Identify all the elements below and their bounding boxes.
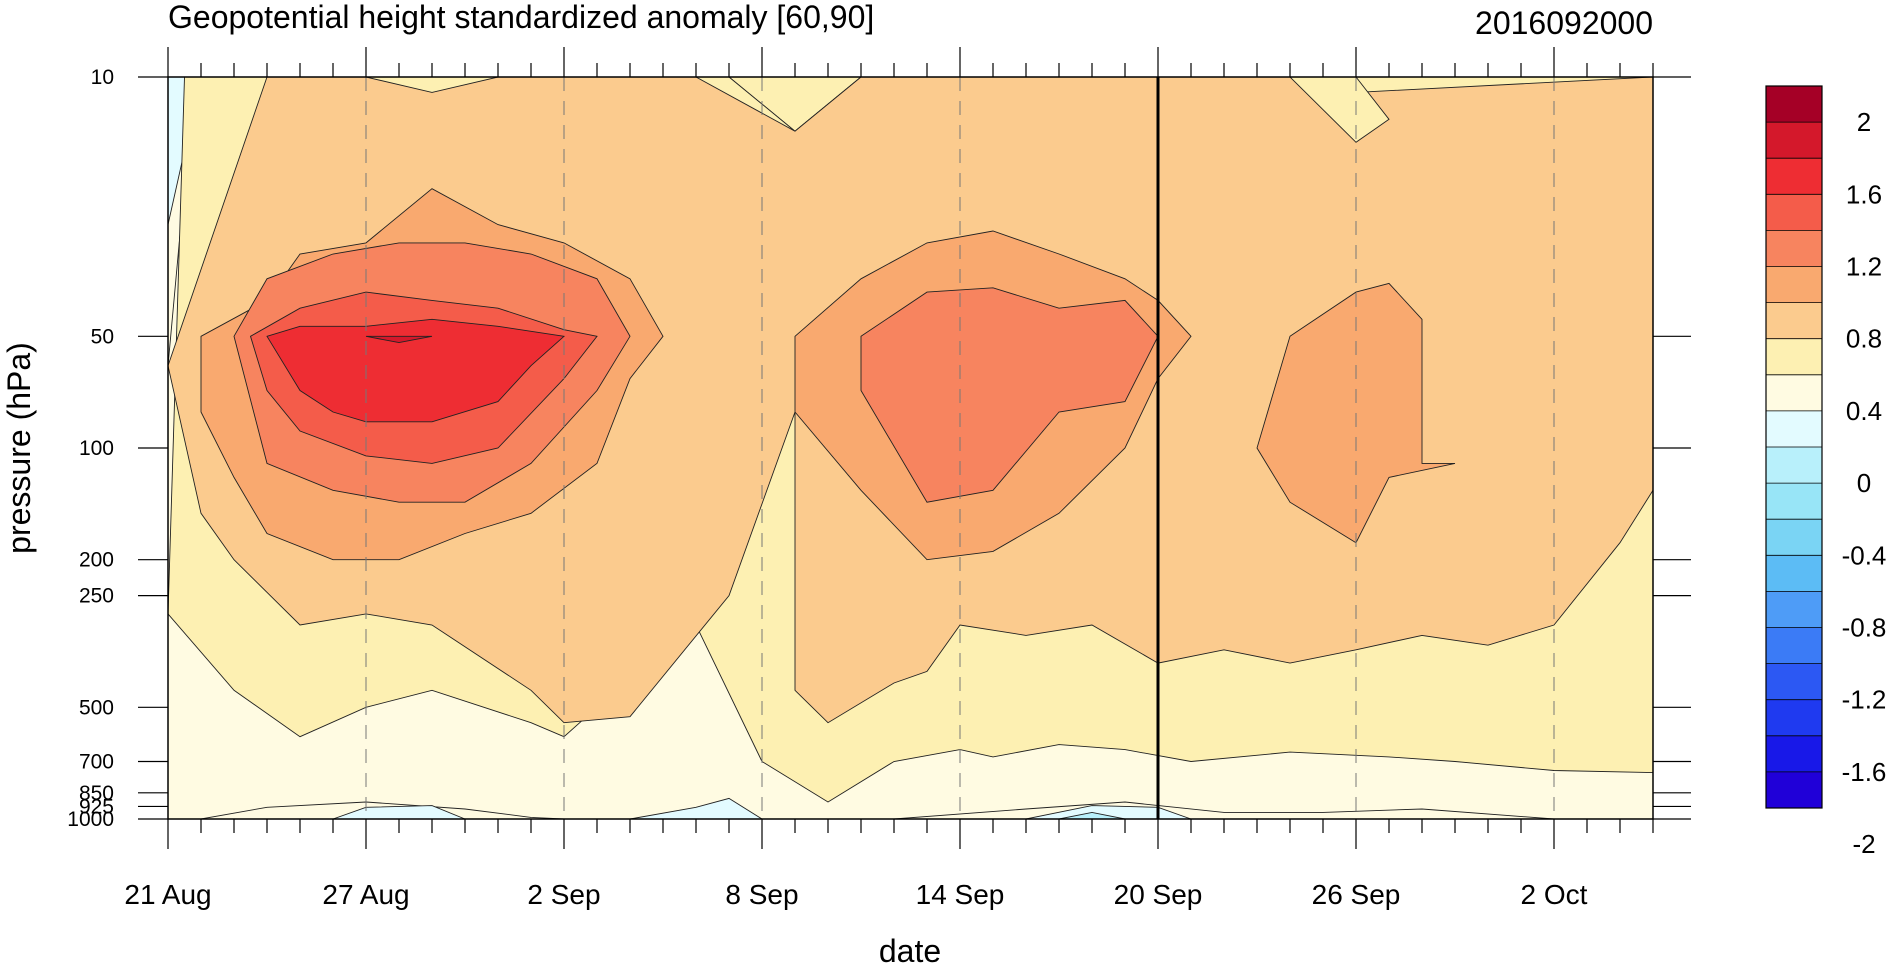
region-light-yellow: [1289, 77, 1390, 143]
colorbar-label: 1.6: [1846, 179, 1882, 209]
colorbar-swatch: [1766, 302, 1822, 340]
colorbar-swatch: [1766, 447, 1822, 484]
contour-fill-layer: [168, 77, 1653, 819]
y-tick-label: 200: [79, 549, 114, 572]
x-tick-label: 14 Sep: [916, 879, 1005, 910]
colorbar-label: 0: [1857, 468, 1871, 498]
y-tick-label: 500: [79, 696, 114, 719]
chart-subtitle: 2016092000: [1475, 5, 1653, 41]
y-tick-label: 50: [91, 325, 114, 348]
y-tick-label: 850: [79, 782, 114, 805]
colorbar-label: -1.6: [1842, 757, 1887, 787]
x-tick-label: 21 Aug: [124, 879, 211, 910]
colorbar-label: -0.8: [1842, 613, 1887, 643]
colorbar-swatch: [1766, 122, 1822, 159]
y-tick-label: 10: [91, 66, 114, 89]
colorbar-swatch: [1766, 410, 1822, 448]
colorbar-swatch: [1766, 158, 1822, 195]
region-low-negative: [1058, 811, 1126, 819]
colorbar-label: 2: [1857, 107, 1871, 137]
y-tick-label: 925: [79, 795, 114, 818]
colorbar-swatch: [1766, 86, 1822, 123]
colorbar-swatch: [1766, 591, 1822, 628]
x-tick-label: 8 Sep: [725, 879, 798, 910]
y-tick-label: 700: [79, 751, 114, 774]
colorbar-label: 1.2: [1846, 252, 1882, 282]
region-near-zero-negative: [629, 797, 763, 819]
y-axis-label: pressure (hPa): [1, 342, 37, 554]
date-grid-lines: [365, 77, 1555, 819]
colorbar-swatch: [1766, 663, 1822, 701]
colorbar-swatch: [1766, 627, 1822, 664]
region-dark-orange: [860, 287, 1159, 503]
colorbar-swatch: [1766, 338, 1822, 376]
colorbar-swatch: [1766, 483, 1822, 520]
colorbar: 2 1.6 1.2 0.8 0.4 0 -0.4 -0.8 -1.2 -1.6 -2: [1765, 85, 1887, 859]
y-tick-label: 250: [79, 585, 114, 608]
y-tick-label: 1000: [67, 808, 114, 831]
colorbar-swatch: [1766, 194, 1822, 231]
colorbar-frame: [1765, 85, 1823, 809]
colorbar-swatch: [1766, 230, 1822, 267]
colorbar-label: 0.8: [1846, 324, 1882, 354]
colorbar-swatch: [1766, 555, 1822, 592]
y-tick-label: 100: [79, 437, 114, 460]
colorbar-label: -1.2: [1842, 685, 1887, 715]
x-tick-label: 20 Sep: [1114, 879, 1203, 910]
plot-area: [168, 77, 1653, 819]
x-tick-label: 2 Sep: [527, 879, 600, 910]
colorbar-swatch: [1766, 771, 1822, 809]
x-axis-label: date: [879, 933, 941, 969]
colorbar-swatch: [1766, 266, 1822, 303]
x-axis: 21 Aug 27 Aug 2 Sep 8 Sep 14 Sep 20 Sep 26 Sep…: [124, 47, 1654, 910]
chart-title: Geopotential height standardized anomaly…: [168, 0, 874, 35]
colorbar-swatch: [1766, 519, 1822, 556]
colorbar-swatch: [1766, 699, 1822, 737]
region-peak-red: [365, 335, 433, 344]
x-tick-label: 26 Sep: [1312, 879, 1401, 910]
colorbar-label: 0.4: [1846, 396, 1882, 426]
x-tick-label: 2 Oct: [1521, 879, 1588, 910]
colorbar-swatch: [1766, 374, 1822, 412]
colorbar-swatch: [1766, 735, 1822, 773]
colorbar-label: -0.4: [1842, 540, 1887, 570]
x-tick-label: 27 Aug: [322, 879, 409, 910]
colorbar-label: -2: [1852, 829, 1875, 859]
